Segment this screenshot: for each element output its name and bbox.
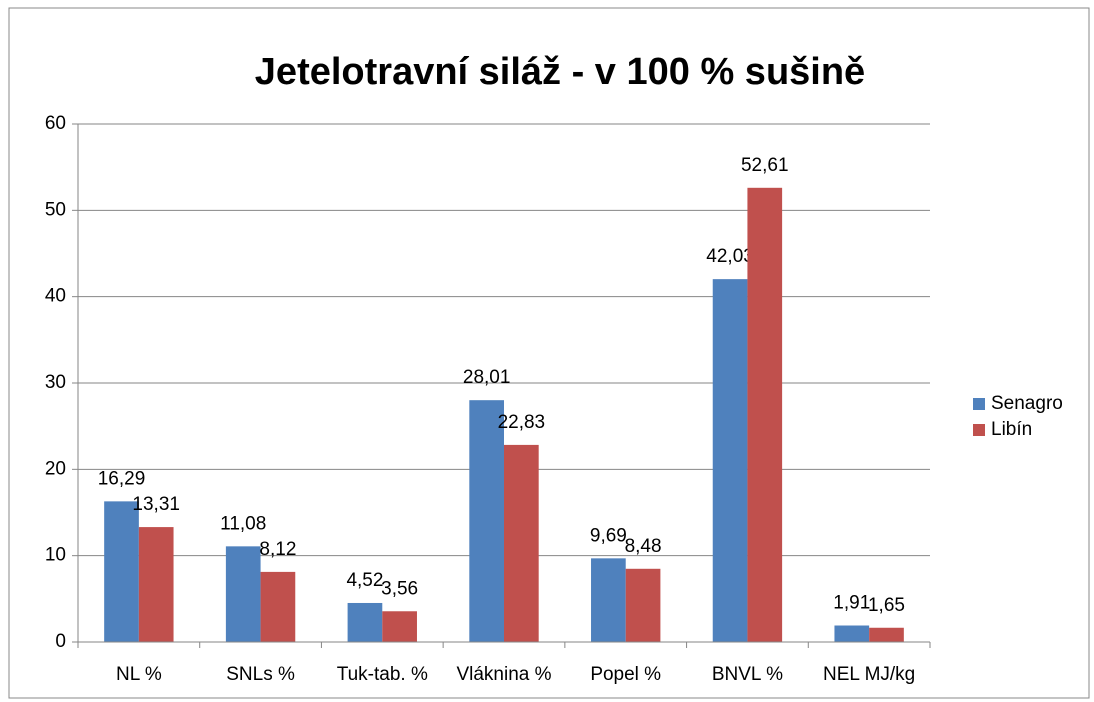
data-label: 11,08: [220, 513, 266, 534]
bar: [712, 279, 748, 642]
x-tick-label: BNVL %: [712, 664, 783, 685]
data-label: 9,69: [590, 525, 627, 546]
bar: [138, 527, 174, 642]
bar: [225, 546, 261, 642]
y-tick-label: 40: [45, 286, 66, 307]
bar: [260, 571, 296, 642]
data-label: 13,31: [132, 494, 180, 515]
bar: [747, 187, 783, 642]
bar: [869, 627, 904, 642]
y-tick-label: 60: [45, 113, 66, 134]
bar: [504, 444, 539, 642]
bar: [625, 568, 661, 642]
y-tick-label: 30: [45, 372, 66, 393]
x-tick-label: Tuk-tab. %: [337, 664, 428, 685]
x-tick-label: SNLs %: [226, 664, 295, 685]
y-tick-label: 50: [45, 199, 66, 220]
x-tick-label: NEL MJ/kg: [823, 664, 915, 685]
bar: [104, 501, 139, 642]
data-label: 16,29: [98, 468, 146, 489]
legend-label: Libín: [991, 419, 1032, 440]
data-label: 1,65: [868, 595, 905, 616]
bar: [382, 611, 417, 642]
data-label: 4,52: [346, 570, 383, 591]
x-tick-label: Vláknina %: [456, 664, 551, 685]
chart-title: Jetelotravní siláž - v 100 % sušině: [255, 51, 865, 93]
x-tick-label: NL %: [116, 664, 162, 685]
chart-border: [8, 7, 1090, 699]
data-label: 3,56: [381, 578, 418, 599]
data-label: 8,12: [259, 539, 296, 560]
data-label: 1,91: [833, 593, 870, 614]
bar: [347, 602, 383, 642]
data-label: 52,61: [741, 155, 789, 176]
y-tick-label: 10: [45, 545, 66, 566]
legend-label: Senagro: [991, 393, 1063, 414]
data-label: 8,48: [625, 536, 662, 557]
y-tick-label: 0: [55, 631, 66, 652]
x-tick-label: Popel %: [590, 664, 661, 685]
data-label: 28,01: [463, 367, 511, 388]
bar: [834, 625, 870, 642]
legend-swatch: [973, 424, 985, 436]
bar: [591, 558, 626, 642]
data-label: 22,83: [498, 412, 546, 433]
data-label: 42,03: [706, 246, 754, 267]
legend-swatch: [973, 398, 985, 410]
y-tick-label: 20: [45, 458, 66, 479]
bar: [469, 400, 504, 642]
